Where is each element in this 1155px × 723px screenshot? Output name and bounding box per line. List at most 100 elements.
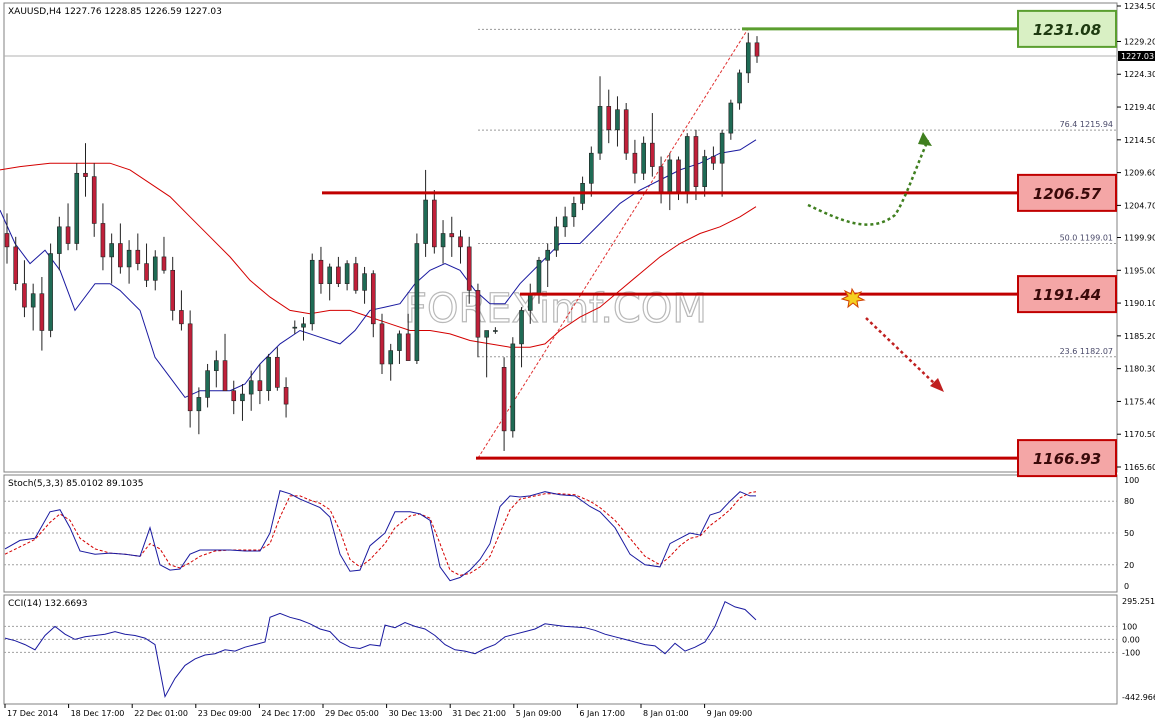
candle-body xyxy=(362,273,367,291)
candle-body xyxy=(205,370,210,398)
candle-body xyxy=(632,152,638,174)
candle-body xyxy=(370,273,376,325)
price-plot: 76.4 1215.94 50.0 1199.01 23.6 1182.07 1231… xyxy=(0,9,1117,478)
cci-panel-frame xyxy=(3,594,1118,705)
candle-body xyxy=(571,203,577,218)
candle-body xyxy=(597,106,603,154)
candle-body xyxy=(196,397,202,412)
candle-body xyxy=(266,356,271,392)
candle-body xyxy=(39,293,45,331)
cci-tick-label: -442.966 xyxy=(1122,693,1155,702)
candle-body xyxy=(30,293,36,308)
fib-diagonal xyxy=(477,28,749,459)
candle-body xyxy=(667,159,673,194)
time-tick-label: 6 Jan 17:00 xyxy=(579,709,625,718)
cci-tick-label: 295.251 xyxy=(1122,597,1155,606)
stoch-main-line xyxy=(4,489,756,582)
candle-body xyxy=(318,259,324,284)
candle-body xyxy=(109,243,114,258)
candle-body xyxy=(231,390,237,402)
candle-body xyxy=(719,132,725,164)
ma-fast-line xyxy=(0,139,757,399)
price-tick-label: 1199.90 xyxy=(1124,234,1155,243)
candle-body xyxy=(475,290,481,338)
candle-body xyxy=(240,393,245,402)
candle-body xyxy=(275,356,280,388)
candle-body xyxy=(493,330,498,332)
cci-header: CCI(14) 132.6693 xyxy=(8,599,88,609)
candle-body xyxy=(187,323,193,412)
candle-body xyxy=(728,102,734,134)
stoch-signal-line xyxy=(4,491,757,576)
price-tick-label: 1209.60 xyxy=(1124,169,1155,178)
candle-body xyxy=(737,72,742,104)
price-tick-label: 1195.00 xyxy=(1124,266,1155,275)
candle-body xyxy=(144,263,149,281)
candle-body xyxy=(22,283,27,308)
candle-body xyxy=(74,172,80,244)
candle-body xyxy=(466,246,472,291)
candle-body xyxy=(379,323,385,365)
stoch-tick-label: 50 xyxy=(1124,529,1134,538)
candle-body xyxy=(257,380,263,392)
level-tag xyxy=(1017,439,1117,478)
candle-body xyxy=(641,142,646,174)
candle-body xyxy=(423,199,428,244)
candle-body xyxy=(135,249,141,264)
candle-body xyxy=(554,226,559,251)
price-tick-label: 1214.50 xyxy=(1124,136,1155,145)
time-tick-label: 22 Dec 01:00 xyxy=(134,709,188,718)
candle-body xyxy=(388,350,394,365)
candle-body xyxy=(458,236,463,248)
level-tag-label: 1206.57 xyxy=(1033,185,1102,203)
candle-body xyxy=(650,142,655,167)
price-tick-label: 1234.50 xyxy=(1124,2,1155,11)
price-tick-label: 1229.20 xyxy=(1124,37,1155,46)
level-tag xyxy=(1017,173,1117,212)
time-tick-label: 31 Dec 21:00 xyxy=(452,709,506,718)
bearish-arrow xyxy=(865,317,936,385)
candle-body xyxy=(152,256,158,281)
price-tick-label: 1180.30 xyxy=(1124,365,1155,374)
candle-body xyxy=(702,156,707,187)
candle-body xyxy=(13,246,19,284)
candle-body xyxy=(309,259,315,325)
candle-body xyxy=(623,109,629,154)
fib-label: 23.6 1182.07 xyxy=(1060,347,1113,356)
candle-body xyxy=(179,310,184,325)
candle-body xyxy=(397,333,402,351)
candle-body xyxy=(248,380,254,395)
candle-body xyxy=(292,326,298,329)
candle-body xyxy=(161,256,167,271)
candle-body xyxy=(484,330,489,338)
candle-body xyxy=(658,166,664,194)
level-tag-label: 1191.44 xyxy=(1033,286,1101,304)
candle-body xyxy=(344,263,350,284)
candle-body xyxy=(327,266,332,284)
candle-body xyxy=(214,360,219,371)
candle-body xyxy=(222,360,228,392)
candle-body xyxy=(536,259,542,295)
candle-body xyxy=(711,156,716,164)
time-tick-label: 5 Jan 09:00 xyxy=(516,709,562,718)
time-tick-label: 8 Jan 01:00 xyxy=(643,709,689,718)
cci-line xyxy=(4,601,757,699)
candle-body xyxy=(353,263,359,291)
candle-body xyxy=(301,323,306,328)
candle-body xyxy=(676,159,681,194)
candle-body xyxy=(65,226,71,244)
candle-body xyxy=(754,42,760,57)
candle-body xyxy=(170,269,175,311)
candle-body xyxy=(48,253,53,331)
cci-tick-label: 100 xyxy=(1122,622,1137,631)
candle-body xyxy=(57,226,62,254)
axes: 1234.50 1229.20 1224.30 1219.40 1214.50 1209.… xyxy=(4,2,1155,718)
price-tick-label: 1185.20 xyxy=(1124,332,1155,341)
level-tag xyxy=(1017,9,1117,48)
candle-body xyxy=(693,136,699,187)
candle-body xyxy=(615,109,620,131)
candle-body xyxy=(519,310,524,345)
time-tick-label: 18 Dec 17:00 xyxy=(71,709,125,718)
time-tick-label: 30 Dec 13:00 xyxy=(389,709,443,718)
candle-body xyxy=(562,216,568,228)
